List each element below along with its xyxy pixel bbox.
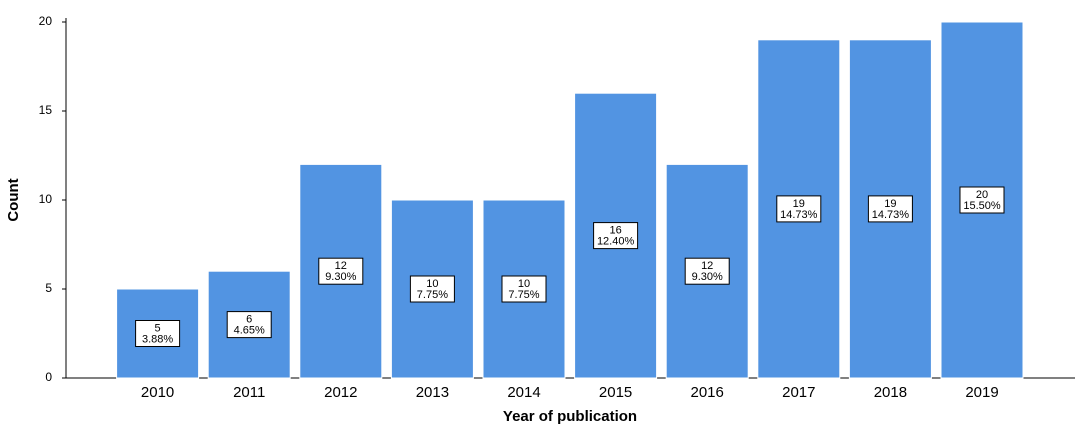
x-tick-label: 2011 [233, 384, 265, 401]
label-box [959, 186, 1005, 214]
y-tick-label: 10 [39, 192, 53, 206]
label-box [684, 257, 730, 285]
percent-label: 12.40% [597, 236, 635, 248]
x-tick-label: 2019 [965, 384, 998, 401]
percent-label: 7.75% [417, 289, 448, 301]
label-box [501, 275, 547, 303]
x-tick-label: 2012 [324, 384, 357, 401]
y-tick-label: 15 [39, 103, 53, 117]
percent-label: 14.73% [780, 209, 818, 221]
value-label: 12 [335, 260, 347, 272]
label-box [226, 311, 272, 339]
value-label: 19 [793, 198, 805, 210]
y-tick-label: 5 [45, 281, 52, 295]
label-box [135, 320, 181, 347]
percent-label: 15.50% [963, 200, 1001, 212]
x-tick-label: 2017 [782, 384, 815, 401]
x-tick-label: 2015 [599, 384, 632, 401]
value-label: 6 [246, 314, 252, 326]
label-box [867, 195, 913, 223]
value-label: 10 [426, 278, 438, 290]
value-label: 10 [518, 278, 530, 290]
x-tick-label: 2010 [141, 384, 174, 401]
y-tick-label: 20 [39, 14, 53, 28]
x-tick-label: 2016 [691, 384, 724, 401]
y-axis-label: Count [5, 178, 22, 221]
percent-label: 9.30% [325, 271, 356, 283]
percent-label: 3.88% [142, 333, 173, 345]
value-label: 5 [155, 322, 161, 334]
value-label: 16 [609, 225, 621, 237]
label-box [318, 257, 364, 285]
percent-label: 4.65% [234, 325, 265, 337]
value-label: 12 [701, 260, 713, 272]
value-label: 20 [976, 189, 988, 201]
label-box [593, 222, 639, 250]
percent-label: 9.30% [692, 271, 723, 283]
label-box [776, 195, 822, 223]
x-tick-label: 2018 [874, 384, 907, 401]
y-tick-label: 0 [45, 370, 52, 384]
x-tick-label: 2014 [507, 384, 540, 401]
x-axis-label: Year of publication [503, 408, 637, 425]
x-tick-label: 2013 [416, 384, 449, 401]
percent-label: 14.73% [872, 209, 910, 221]
label-box [409, 275, 455, 303]
value-label: 19 [884, 198, 896, 210]
percent-label: 7.75% [508, 289, 539, 301]
